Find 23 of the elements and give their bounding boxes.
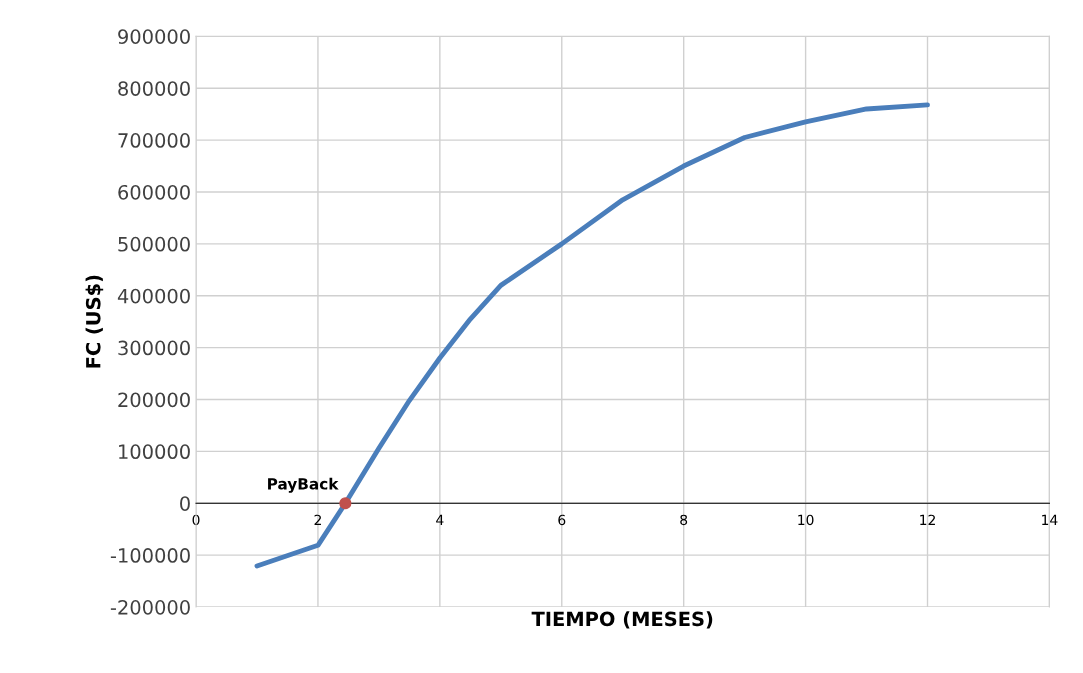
y-tick-label: 0 bbox=[180, 496, 190, 511]
y-tick-label: 900000 bbox=[118, 29, 190, 45]
y-tick-label: 600000 bbox=[118, 184, 190, 200]
annotation: PayBack bbox=[268, 477, 339, 493]
x-tick-label: 6 bbox=[558, 514, 566, 526]
y-tick-label: 800000 bbox=[118, 81, 190, 96]
y-tick-label: -100000 bbox=[110, 548, 190, 563]
y-tick-label: 100000 bbox=[119, 444, 190, 460]
x-tick-label: 8 bbox=[680, 514, 688, 526]
x-tick-label: 14 bbox=[1042, 514, 1058, 525]
x-tick-label: 2 bbox=[314, 514, 321, 525]
y-tick-label: 300000 bbox=[118, 340, 190, 356]
y-tick-label: 200000 bbox=[118, 392, 190, 408]
x-tick-label: 10 bbox=[798, 514, 814, 526]
y-tick-label: 500000 bbox=[118, 236, 190, 252]
y-tick-label: -200000 bbox=[110, 600, 190, 615]
y-tick-label: 700000 bbox=[118, 133, 190, 148]
y-axis-title: FC (US$) bbox=[85, 275, 104, 368]
x-axis-title: TIEMPO (MESES) bbox=[531, 611, 713, 629]
y-tick-label: 400000 bbox=[117, 288, 190, 304]
x-tick-label: 0 bbox=[192, 514, 200, 526]
x-tick-label: 12 bbox=[920, 514, 935, 525]
x-tick-label: 4 bbox=[436, 514, 444, 525]
